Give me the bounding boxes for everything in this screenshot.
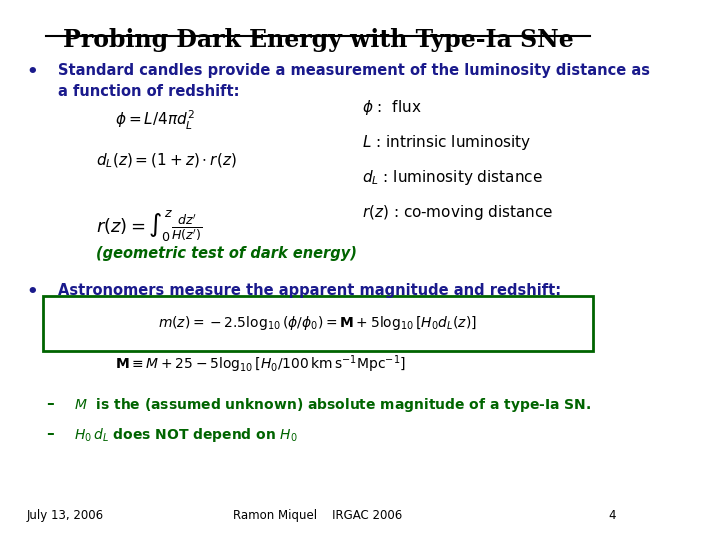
Text: •: • [27, 284, 38, 301]
Text: Standard candles provide a measurement of the luminosity distance as
a function : Standard candles provide a measurement o… [58, 63, 650, 99]
Text: 4: 4 [608, 510, 616, 523]
Text: $\phi$ :  flux: $\phi$ : flux [362, 98, 422, 117]
Text: $r(z)$ : co-moving distance: $r(z)$ : co-moving distance [362, 203, 554, 222]
Text: $\mathit{M}$  is the (assumed unknown) absolute magnitude of a type-Ia SN.: $\mathit{M}$ is the (assumed unknown) ab… [74, 396, 591, 414]
Text: $r(z) = \int_0^z \frac{dz^{\prime}}{H(z^{\prime})}$: $r(z) = \int_0^z \frac{dz^{\prime}}{H(z^… [96, 208, 203, 243]
Text: $m(z) = -2.5\log_{10}(\phi/\phi_0) = \mathbf{M} + 5\log_{10}[H_0 d_L(z)]$: $m(z) = -2.5\log_{10}(\phi/\phi_0) = \ma… [158, 314, 477, 332]
Text: $d_L$ : luminosity distance: $d_L$ : luminosity distance [362, 168, 543, 187]
Text: $\mathbf{M} \equiv M + 25 - 5\log_{10}[H_0 / 100\,\mathrm{km\,s^{-1}Mpc^{-1}}]$: $\mathbf{M} \equiv M + 25 - 5\log_{10}[H… [115, 353, 406, 375]
Text: Astronomers measure the apparent magnitude and redshift:: Astronomers measure the apparent magnitu… [58, 284, 562, 299]
Text: Ramon Miquel    IRGAC 2006: Ramon Miquel IRGAC 2006 [233, 510, 402, 523]
Text: $L$ : intrinsic luminosity: $L$ : intrinsic luminosity [362, 133, 532, 152]
Text: $H_0\, d_L$ does NOT depend on $H_0$: $H_0\, d_L$ does NOT depend on $H_0$ [74, 426, 298, 444]
FancyBboxPatch shape [42, 296, 593, 350]
Text: $d_L(z) = (1+z) \cdot r(z)$: $d_L(z) = (1+z) \cdot r(z)$ [96, 152, 237, 170]
Text: Probing Dark Energy with Type-Ia SNe: Probing Dark Energy with Type-Ia SNe [63, 28, 573, 52]
Text: July 13, 2006: July 13, 2006 [27, 510, 104, 523]
Text: (geometric test of dark energy): (geometric test of dark energy) [96, 246, 357, 261]
Text: –: – [45, 396, 53, 411]
Text: $\phi = L / 4\pi d_L^2$: $\phi = L / 4\pi d_L^2$ [115, 109, 195, 132]
Text: –: – [45, 426, 53, 441]
Text: •: • [27, 63, 38, 81]
